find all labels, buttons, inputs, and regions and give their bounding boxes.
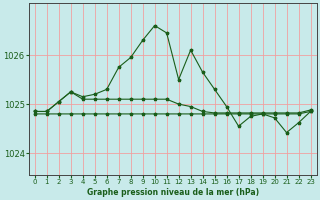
X-axis label: Graphe pression niveau de la mer (hPa): Graphe pression niveau de la mer (hPa) (87, 188, 259, 197)
